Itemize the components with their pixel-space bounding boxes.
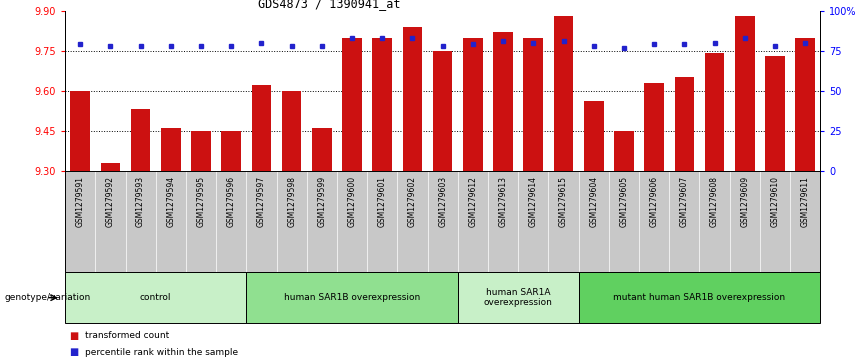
Text: ■: ■: [69, 347, 79, 357]
Text: GSM1279594: GSM1279594: [167, 176, 175, 227]
Text: GSM1279593: GSM1279593: [136, 176, 145, 227]
Text: GSM1279610: GSM1279610: [771, 176, 779, 227]
Bar: [554, 16, 574, 171]
Bar: [70, 91, 90, 171]
Bar: [765, 56, 785, 171]
Bar: [523, 37, 543, 171]
Bar: [614, 131, 634, 171]
Text: GSM1279597: GSM1279597: [257, 176, 266, 227]
Text: GSM1279608: GSM1279608: [710, 176, 719, 227]
Text: transformed count: transformed count: [85, 331, 169, 340]
Text: GSM1279596: GSM1279596: [227, 176, 236, 227]
Bar: [493, 32, 513, 171]
Text: GSM1279598: GSM1279598: [287, 176, 296, 227]
Bar: [735, 16, 754, 171]
Bar: [372, 37, 392, 171]
Bar: [342, 37, 362, 171]
Text: GSM1279615: GSM1279615: [559, 176, 568, 227]
Text: GSM1279603: GSM1279603: [438, 176, 447, 227]
Text: GSM1279602: GSM1279602: [408, 176, 417, 227]
Text: GSM1279599: GSM1279599: [318, 176, 326, 227]
Text: GSM1279601: GSM1279601: [378, 176, 387, 227]
Text: GSM1279595: GSM1279595: [196, 176, 206, 227]
Text: GSM1279613: GSM1279613: [498, 176, 508, 227]
Bar: [403, 27, 423, 171]
Text: GSM1279614: GSM1279614: [529, 176, 538, 227]
Text: GSM1279591: GSM1279591: [76, 176, 85, 227]
Text: GSM1279607: GSM1279607: [680, 176, 689, 227]
Text: mutant human SAR1B overexpression: mutant human SAR1B overexpression: [614, 293, 786, 302]
Text: human SAR1A
overexpression: human SAR1A overexpression: [483, 288, 553, 307]
Text: human SAR1B overexpression: human SAR1B overexpression: [284, 293, 420, 302]
Text: GSM1279600: GSM1279600: [347, 176, 357, 227]
Bar: [131, 109, 150, 171]
Text: GSM1279611: GSM1279611: [800, 176, 810, 227]
Title: GDS4873 / 1390941_at: GDS4873 / 1390941_at: [258, 0, 401, 10]
Bar: [674, 77, 694, 171]
Text: GSM1279609: GSM1279609: [740, 176, 749, 227]
Text: GSM1279612: GSM1279612: [469, 176, 477, 227]
Text: GSM1279606: GSM1279606: [649, 176, 659, 227]
Bar: [282, 91, 301, 171]
Text: GSM1279605: GSM1279605: [620, 176, 628, 227]
Bar: [795, 37, 815, 171]
Bar: [101, 163, 121, 171]
Bar: [221, 131, 241, 171]
Text: GSM1279604: GSM1279604: [589, 176, 598, 227]
Text: genotype/variation: genotype/variation: [4, 293, 90, 302]
Text: control: control: [140, 293, 172, 302]
Text: ■: ■: [69, 331, 79, 341]
Text: percentile rank within the sample: percentile rank within the sample: [85, 348, 238, 356]
Bar: [191, 131, 211, 171]
Text: GSM1279592: GSM1279592: [106, 176, 115, 227]
Bar: [705, 53, 725, 171]
Bar: [433, 51, 452, 171]
Bar: [312, 128, 332, 171]
Bar: [252, 85, 272, 171]
Bar: [463, 37, 483, 171]
Bar: [584, 101, 603, 171]
Bar: [161, 128, 181, 171]
Bar: [644, 83, 664, 171]
